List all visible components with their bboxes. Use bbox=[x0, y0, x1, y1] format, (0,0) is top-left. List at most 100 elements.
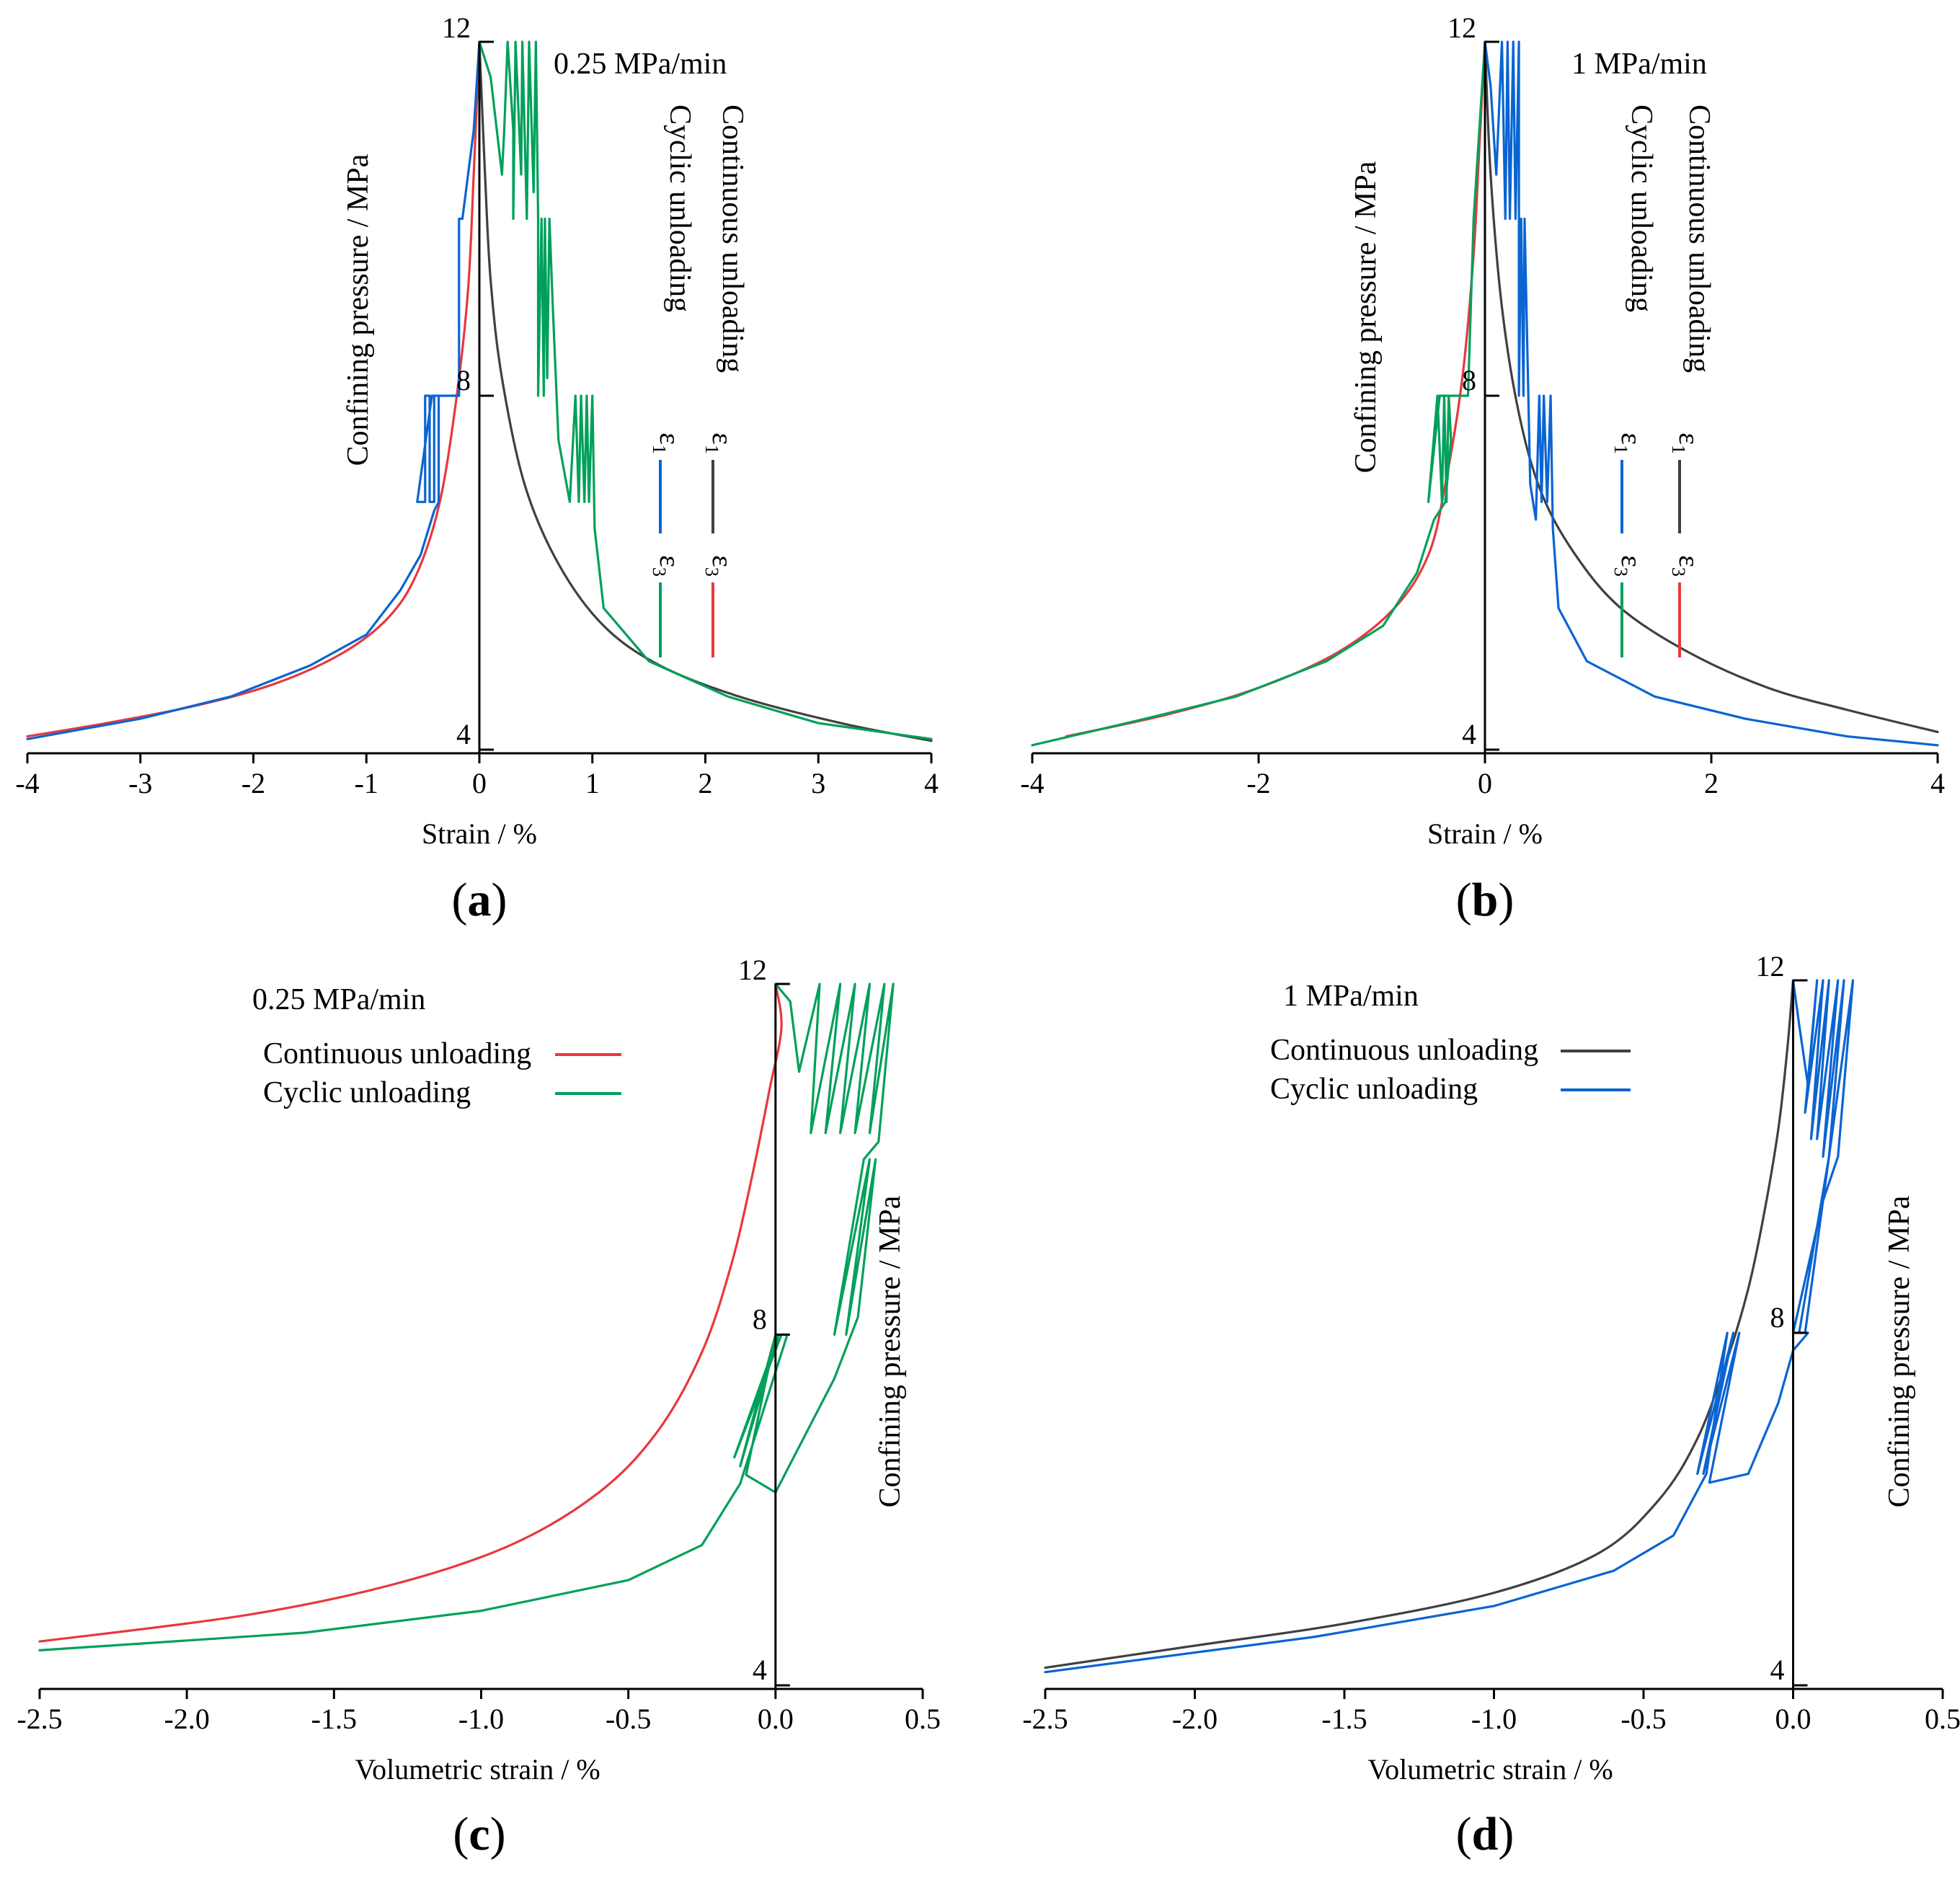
panel-label-open-b: ( bbox=[1456, 874, 1472, 926]
legend-e1-symbol-b-1: ε1 bbox=[1610, 433, 1648, 454]
legend-e1-symbol-a-0: ε1 bbox=[701, 433, 739, 454]
rate-label-b: 1 MPa/min bbox=[1571, 48, 1707, 81]
y-tick-label-b-0: 4 bbox=[1462, 718, 1476, 750]
legend-e3-symbol-b-0: ε3 bbox=[1668, 555, 1706, 577]
x-tick-label-b-0: -4 bbox=[1020, 767, 1044, 799]
x-tick-label-b-3: 2 bbox=[1704, 767, 1719, 799]
legend-e3-symbol-b-0-sub: 3 bbox=[1668, 567, 1689, 577]
legend-label-d-1: Cyclic unloading bbox=[1270, 1073, 1478, 1106]
x-tick-label-d-2: -1.5 bbox=[1321, 1703, 1367, 1735]
series-group-d bbox=[1044, 979, 1855, 1674]
legend-e3-symbol-b-0-text: ε3 bbox=[1668, 555, 1706, 577]
y-axis-label-a: Confining pressure / MPa bbox=[342, 154, 375, 466]
legend-e1-symbol-b-1-base: ε bbox=[1615, 433, 1648, 445]
series-line-a-3 bbox=[26, 40, 481, 740]
panel-label-c: (c) bbox=[453, 1808, 505, 1860]
x-axis-label-a: Strain / % bbox=[422, 817, 537, 850]
legend-e3-symbol-b-1: ε3 bbox=[1610, 555, 1648, 577]
legend-label-c-0: Continuous unloading bbox=[263, 1037, 531, 1070]
x-tick-label-b-1: -2 bbox=[1246, 767, 1270, 799]
legend-e3-symbol-a-0-base: ε bbox=[706, 555, 739, 567]
y-tick-label-a-0: 4 bbox=[456, 718, 471, 750]
rate-label-d: 1 MPa/min bbox=[1283, 980, 1419, 1013]
legend-e1-symbol-a-1-base: ε bbox=[654, 433, 686, 445]
y-axis-label-d: Confining pressure / MPa bbox=[1883, 1195, 1916, 1507]
y-tick-label-a-2: 12 bbox=[442, 12, 471, 44]
x-tick-label-d-6: 0.5 bbox=[1925, 1703, 1960, 1735]
panel-d: -2.5 -2.0 -1.5 -1.0 -0.5 0.0 0.5 Volumetric str… bbox=[1022, 950, 1960, 1860]
x-tick-label-a-0: -4 bbox=[15, 767, 39, 799]
legend-e1-symbol-b-0-sub: 1 bbox=[1668, 445, 1689, 454]
series-line-a-1 bbox=[26, 40, 481, 738]
x-tick-label-a-4: 0 bbox=[472, 767, 487, 799]
y-tick-label-b-2: 12 bbox=[1447, 12, 1476, 44]
legend-e3-symbol-b-1-base: ε bbox=[1615, 555, 1648, 567]
legend-e1-symbol-a-1-text: ε1 bbox=[649, 433, 686, 454]
series-group-b bbox=[1031, 40, 1939, 747]
panel-label-d: (d) bbox=[1456, 1808, 1515, 1860]
x-tick-label-c-1: -2.0 bbox=[164, 1703, 210, 1735]
panel-label-a: (a) bbox=[452, 874, 507, 926]
series-line-a-4 bbox=[478, 40, 933, 740]
panel-label-open-a: ( bbox=[452, 874, 468, 926]
series-group-c bbox=[38, 983, 895, 1651]
y-tick-label-b-1: 8 bbox=[1462, 364, 1476, 396]
y-tick-label-a-1: 8 bbox=[456, 364, 471, 396]
series-line-b-2 bbox=[1484, 40, 1939, 734]
legend-e1-symbol-a-1: ε1 bbox=[649, 433, 686, 454]
panel-b: -4 -2 0 2 4 Strain / % 4 8 12 Confining pressure … bbox=[1020, 12, 1945, 926]
panel-label-close-c: ) bbox=[490, 1808, 506, 1860]
legend-label-a-1: Cyclic unloading bbox=[663, 105, 696, 312]
legend-e1-symbol-b-0-text: ε1 bbox=[1668, 433, 1706, 454]
legend-e1-symbol-a-0-base: ε bbox=[706, 433, 739, 445]
series-line-d-2 bbox=[1044, 979, 1855, 1674]
x-axis-label-d: Volumetric strain / % bbox=[1367, 1753, 1613, 1786]
x-tick-label-c-6: 0.5 bbox=[905, 1703, 941, 1735]
rate-label-c: 0.25 MPa/min bbox=[252, 983, 425, 1016]
x-tick-label-c-3: -1.0 bbox=[458, 1703, 504, 1735]
x-tick-label-a-3: -1 bbox=[355, 767, 378, 799]
legend-e1-symbol-a-0-sub: 1 bbox=[701, 445, 722, 454]
x-tick-label-b-4: 4 bbox=[1930, 767, 1945, 799]
x-tick-label-c-5: 0.0 bbox=[758, 1703, 794, 1735]
legend-label-c-1: Cyclic unloading bbox=[263, 1076, 471, 1109]
y-axis-label-c: Confining pressure / MPa bbox=[874, 1195, 907, 1507]
x-tick-label-d-3: -1.0 bbox=[1471, 1703, 1517, 1735]
x-tick-label-a-6: 2 bbox=[699, 767, 713, 799]
y-tick-label-c-2: 12 bbox=[738, 954, 767, 986]
series-line-b-4 bbox=[1484, 40, 1939, 747]
legend-label-d-0: Continuous unloading bbox=[1270, 1034, 1538, 1067]
y-axis-label-b: Confining pressure / MPa bbox=[1349, 161, 1383, 473]
x-axis-label-b: Strain / % bbox=[1427, 817, 1543, 850]
legend-e1-symbol-a-1-sub: 1 bbox=[649, 445, 670, 454]
panel-label-close-b: ) bbox=[1498, 874, 1514, 926]
legend-e3-symbol-a-1-sub: 3 bbox=[649, 567, 670, 577]
x-tick-label-c-2: -1.5 bbox=[311, 1703, 357, 1735]
series-line-c-2 bbox=[38, 983, 895, 1651]
panel-label-close-a: ) bbox=[492, 874, 507, 926]
x-tick-label-a-1: -3 bbox=[128, 767, 152, 799]
x-tick-label-a-7: 3 bbox=[811, 767, 825, 799]
x-tick-label-d-5: 0.0 bbox=[1775, 1703, 1812, 1735]
panel-label-letter-a: a bbox=[468, 874, 492, 926]
legend-e3-symbol-a-1-base: ε bbox=[654, 555, 686, 567]
y-tick-label-d-2: 12 bbox=[1756, 950, 1785, 983]
panel-label-letter-c: c bbox=[469, 1808, 489, 1860]
x-tick-label-d-4: -0.5 bbox=[1620, 1703, 1666, 1735]
y-tick-label-c-1: 8 bbox=[753, 1303, 767, 1336]
x-tick-label-d-0: -2.5 bbox=[1022, 1703, 1068, 1735]
y-tick-label-d-0: 4 bbox=[1770, 1654, 1785, 1686]
y-tick-label-c-0: 4 bbox=[753, 1654, 767, 1686]
legend-e3-symbol-b-1-sub: 3 bbox=[1610, 567, 1631, 577]
x-tick-label-a-8: 4 bbox=[924, 767, 939, 799]
series-line-c-1 bbox=[38, 983, 783, 1643]
legend-e1-symbol-b-0-base: ε bbox=[1673, 433, 1706, 445]
legend-e3-symbol-a-1: ε3 bbox=[649, 555, 686, 577]
x-tick-label-c-0: -2.5 bbox=[17, 1703, 62, 1735]
panel-label-close-d: ) bbox=[1498, 1808, 1514, 1860]
